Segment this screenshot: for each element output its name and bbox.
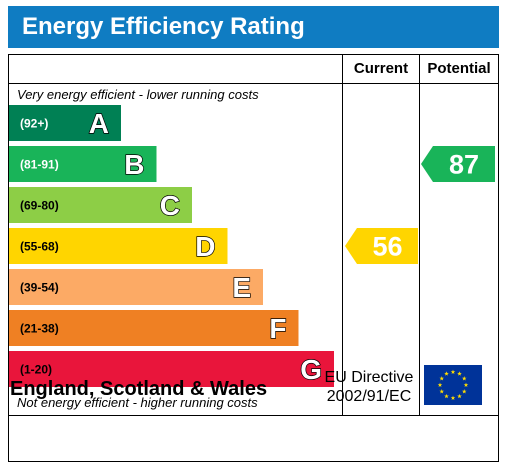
- note-very-efficient: Very energy efficient - lower running co…: [17, 87, 259, 102]
- band-range-e: (39-54): [20, 281, 59, 295]
- footer-directive: EU Directive 2002/91/EC: [314, 368, 424, 406]
- page-title: Energy Efficiency Rating: [22, 13, 305, 40]
- eu-flag-icon: [424, 365, 482, 405]
- band-f: (21-38) F: [9, 310, 299, 346]
- eu-star-icon: [444, 371, 449, 376]
- band-range-b: (81-91): [20, 158, 59, 172]
- band-letter-d: D: [195, 231, 215, 262]
- band-range-a: (92+): [20, 117, 48, 131]
- band-bar-f: [9, 310, 299, 346]
- band-letter-e: E: [232, 272, 251, 303]
- band-letter-g: G: [300, 354, 322, 385]
- band-bar-g: [9, 351, 334, 387]
- band-bar-e: [9, 269, 263, 305]
- column-current-header: Current: [353, 60, 409, 77]
- band-letter-a: A: [89, 108, 109, 139]
- band-b: (81-91) B: [9, 146, 157, 182]
- divider-current: [342, 55, 343, 415]
- current-rating: 56: [345, 228, 418, 264]
- divider-potential: [419, 55, 420, 415]
- potential-rating: 87: [421, 146, 495, 182]
- note-not-efficient: Not energy efficient - higher running co…: [17, 395, 258, 410]
- directive-line-2: 2002/91/EC: [326, 388, 412, 405]
- eu-star-icon: [444, 393, 449, 399]
- band-bar-c: [9, 187, 192, 223]
- eu-star-icon: [439, 376, 445, 381]
- current-rating-value: 56: [372, 232, 402, 262]
- band-range-g: (1-20): [20, 363, 52, 377]
- footer-divider: [9, 415, 498, 416]
- eu-star-icon: [457, 393, 462, 399]
- eu-star-icon: [450, 395, 456, 400]
- current-rating-arrow: [345, 228, 418, 264]
- band-g: (1-20) G: [9, 351, 334, 387]
- footer-country: England, Scotland & Wales: [10, 378, 268, 400]
- band-bar-b: [9, 146, 157, 182]
- band-letter-c: C: [160, 190, 180, 221]
- directive-line-1: EU Directive: [324, 369, 414, 386]
- band-range-c: (69-80): [20, 199, 59, 213]
- band-letter-b: B: [124, 149, 144, 180]
- title-bar: Energy Efficiency Rating: [8, 6, 499, 48]
- eu-star-icon: [439, 389, 445, 394]
- column-potential-header: Potential: [427, 60, 491, 77]
- eu-star-icon: [463, 382, 469, 387]
- rating-frame: Current Potential Very energy efficient …: [8, 54, 499, 462]
- header-divider: [9, 83, 498, 84]
- band-a: (92+) A: [9, 105, 121, 141]
- eu-star-icon: [450, 369, 456, 374]
- band-bar-d: [9, 228, 228, 264]
- band-range-f: (21-38): [20, 322, 59, 336]
- eu-star-icon: [461, 376, 467, 381]
- potential-rating-arrow: [421, 146, 495, 182]
- band-d: (55-68) D: [9, 228, 228, 264]
- eu-star-icon: [457, 371, 462, 376]
- band-range-d: (55-68): [20, 240, 59, 254]
- band-c: (69-80) C: [9, 187, 192, 223]
- band-bar-a: [9, 105, 121, 141]
- eu-star-icon: [461, 389, 467, 394]
- eu-star-icon: [437, 382, 443, 387]
- band-e: (39-54) E: [9, 269, 263, 305]
- band-letter-f: F: [269, 313, 286, 344]
- potential-rating-value: 87: [449, 150, 479, 180]
